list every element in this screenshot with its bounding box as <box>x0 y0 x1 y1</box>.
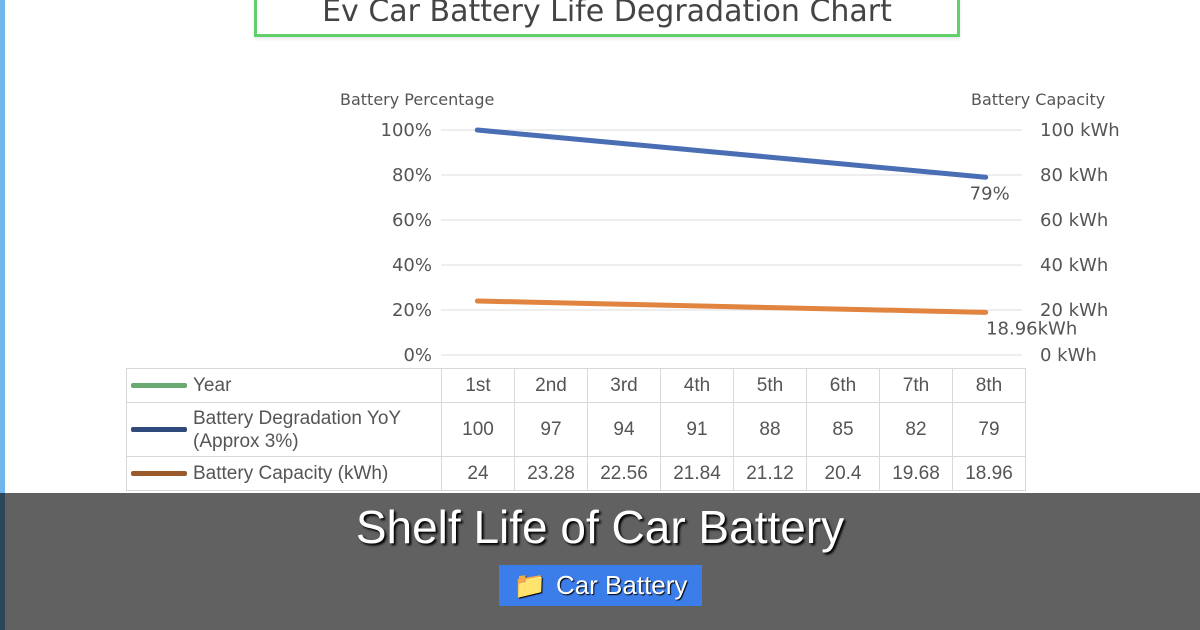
table-cell: 8th <box>952 368 1026 403</box>
end-data-label: 18.96kWh <box>986 318 1077 339</box>
table-row-year: Year 1st 2nd 3rd 4th 5th 6th 7th 8th <box>126 368 1026 403</box>
category-tag-button[interactable]: 📁 Car Battery <box>499 565 702 606</box>
degradation-label: Battery Degradation YoY (Approx 3%) <box>193 407 401 452</box>
left-tick-label: 20% <box>392 300 432 321</box>
table-cell: 79 <box>952 402 1026 457</box>
dark-overlay-band <box>0 493 1200 630</box>
right-tick-label: 0 kWh <box>1040 345 1097 366</box>
left-tick-label: 80% <box>392 165 432 186</box>
table-cell: 5th <box>733 368 807 403</box>
right-tick-label: 100 kWh <box>1040 120 1120 141</box>
table-cell: 3rd <box>587 368 661 403</box>
table-cell: 21.12 <box>733 456 807 491</box>
capacity-line <box>474 298 989 315</box>
left-tick-label: 60% <box>392 210 432 231</box>
table-row-degradation: Battery Degradation YoY (Approx 3%) 100 … <box>126 402 1026 457</box>
category-tag-label: Car Battery <box>555 570 688 600</box>
table-cell: 2nd <box>514 368 588 403</box>
table-cell: 21.84 <box>660 456 734 491</box>
table-cell: 100 <box>441 402 515 457</box>
table-cell: 82 <box>879 402 953 457</box>
end-data-label: 79% <box>970 183 1010 204</box>
table-cell: 4th <box>660 368 734 403</box>
left-axis-title: Battery Percentage <box>340 90 495 109</box>
table-cell: 18.96 <box>952 456 1026 491</box>
table-cell: 1st <box>441 368 515 403</box>
table-cell: 88 <box>733 402 807 457</box>
right-tick-label: 60 kWh <box>1040 210 1108 231</box>
table-cell: 19.68 <box>879 456 953 491</box>
table-cell: 85 <box>806 402 880 457</box>
folder-icon: 📁 <box>513 570 546 600</box>
degradation-legend-key <box>131 427 187 432</box>
table-cell: 20.4 <box>806 456 880 491</box>
left-tick-label: 0% <box>403 345 432 366</box>
capacity-legend-key <box>131 471 187 476</box>
post-headline[interactable]: Shelf Life of Car Battery <box>355 501 845 553</box>
table-cell: 23.28 <box>514 456 588 491</box>
right-tick-label: 20 kWh <box>1040 300 1108 321</box>
table-cell: 6th <box>806 368 880 403</box>
data-table: Year 1st 2nd 3rd 4th 5th 6th 7th 8th Bat… <box>126 368 1026 491</box>
left-edge-border <box>0 0 5 630</box>
table-cell: 22.56 <box>587 456 661 491</box>
table-cell: 24 <box>441 456 515 491</box>
chart-title: Ev Car Battery Life Degradation Chart <box>254 0 960 37</box>
year-label: Year <box>193 375 232 396</box>
right-tick-label: 80 kWh <box>1040 165 1108 186</box>
table-cell: 94 <box>587 402 661 457</box>
left-tick-label: 40% <box>392 255 432 276</box>
table-cell: 7th <box>879 368 953 403</box>
table-cell: 97 <box>514 402 588 457</box>
degradation-line <box>474 127 989 180</box>
capacity-label: Battery Capacity (kWh) <box>193 463 389 484</box>
left-tick-label: 100% <box>381 120 432 141</box>
table-cell: 91 <box>660 402 734 457</box>
right-tick-label: 40 kWh <box>1040 255 1108 276</box>
year-legend-key <box>131 383 187 388</box>
right-axis-title: Battery Capacity <box>971 90 1106 109</box>
table-row-capacity: Battery Capacity (kWh) 24 23.28 22.56 21… <box>126 456 1026 491</box>
